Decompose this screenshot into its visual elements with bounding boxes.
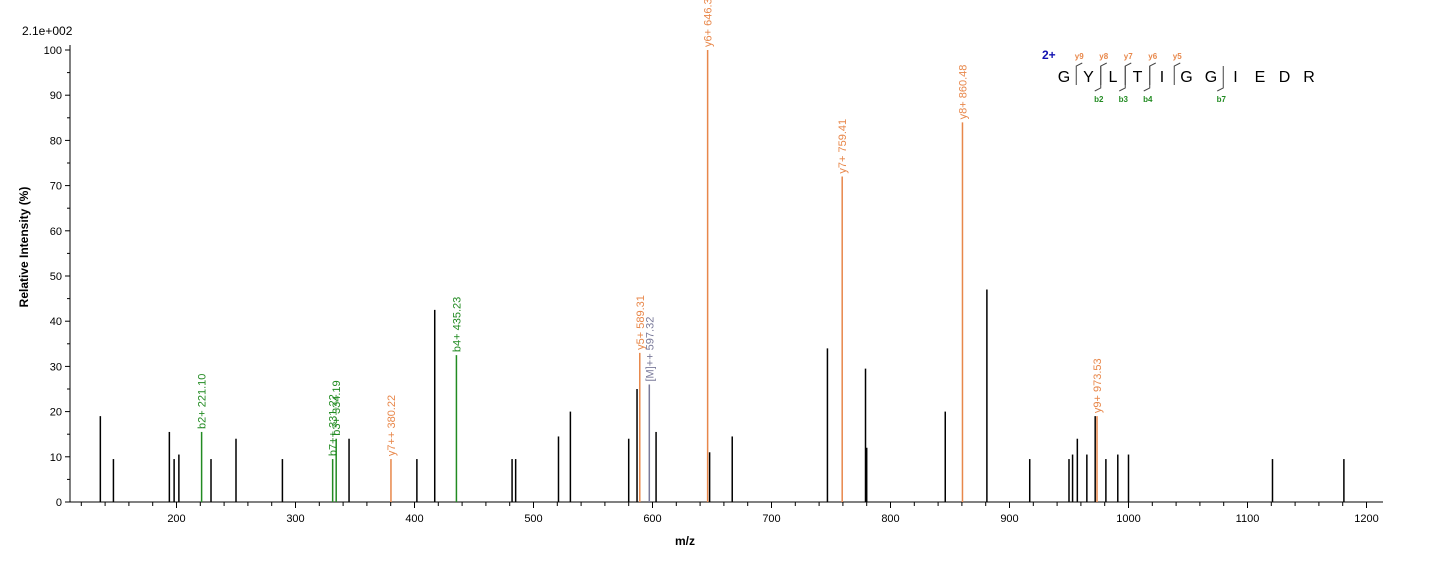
sequence-residue: E	[1255, 69, 1266, 86]
x-axis-title: m/z	[675, 534, 695, 548]
x-tick-label: 200	[167, 513, 185, 525]
b-ion-label: b2	[1094, 95, 1104, 104]
y-tick-label: 80	[50, 135, 62, 147]
peak-label-y: y6+ 646.33	[703, 0, 715, 47]
peak-label-y: y5+ 589.31	[635, 295, 647, 350]
axes	[69, 45, 1383, 503]
sequence-residue: D	[1279, 69, 1291, 86]
y-ion-bracket	[1173, 62, 1181, 85]
x-tick-label: 500	[524, 513, 542, 525]
y-ion-bracket	[1124, 62, 1132, 85]
y-ion-label: y6	[1148, 52, 1157, 61]
b-ion-label: b7	[1217, 95, 1227, 104]
y-tick-label: 90	[50, 90, 62, 102]
b-ion-bracket	[1119, 66, 1126, 92]
b-ion-bracket	[1217, 66, 1224, 92]
sequence-residue: G	[1205, 69, 1217, 86]
peak-label-b: b4+ 435.23	[451, 297, 463, 352]
peak-label-precursor: [M]++ 597.32	[644, 317, 656, 382]
x-tick-label: 1200	[1354, 513, 1378, 525]
y-tick-label: 10	[50, 452, 62, 464]
b-ion-label: b3	[1119, 95, 1129, 104]
b-ion-bracket	[1143, 66, 1151, 92]
sequence-residue: L	[1109, 69, 1118, 86]
y-axis-title: Relative Intensity (%)	[17, 187, 31, 308]
peak-label-y: y7+ 759.41	[837, 119, 849, 174]
peak-label-b: b7++ 331.22	[328, 394, 340, 456]
intensity-scale-label: 2.1e+002	[22, 24, 73, 38]
x-tick-label: 400	[405, 513, 423, 525]
y-ion-bracket	[1149, 62, 1156, 85]
sequence-residue: Y	[1083, 69, 1094, 86]
x-tick-label: 900	[1000, 513, 1018, 525]
y-ion-bracket	[1100, 62, 1107, 85]
y-tick-label: 40	[50, 316, 62, 328]
sequence-residue: G	[1058, 69, 1070, 86]
y-axis-ticks: 0 10 20 30 40 50 60 70 80 90 100	[44, 45, 70, 509]
sequence-residue: T	[1133, 69, 1143, 86]
x-tick-label: 1100	[1236, 513, 1260, 525]
sequence-residue: G	[1180, 69, 1192, 86]
peak-label-y: y9+ 973.53	[1092, 358, 1104, 413]
peak-label-b: b2+ 221.10	[197, 374, 209, 429]
y-tick-label: 70	[50, 181, 62, 193]
peak-label-y: y7++ 380.22	[386, 395, 398, 456]
y-tick-label: 0	[56, 497, 62, 509]
x-tick-label: 600	[643, 513, 661, 525]
y-ion-label: y9	[1075, 52, 1084, 61]
x-tick-label: 300	[286, 513, 304, 525]
x-tick-label: 1000	[1116, 513, 1140, 525]
y-tick-label: 50	[50, 271, 62, 283]
y-tick-label: 20	[50, 407, 62, 419]
x-axis-ticks: 200 300 400 500 600 700 800 900 1000 1100 1200	[80, 502, 1379, 525]
y-tick-label: 100	[44, 45, 62, 57]
b-ion-bracket	[1094, 66, 1102, 92]
y-tick-label: 30	[50, 361, 62, 373]
peak-label-b: b3+ 334.19	[331, 380, 343, 435]
peak-series	[99, 50, 1345, 502]
y-ion-bracket	[1075, 62, 1083, 85]
sequence-residue: I	[1233, 69, 1237, 86]
y-ion-label: y7	[1124, 52, 1133, 61]
b-ion-label: b4	[1143, 95, 1153, 104]
peak-label-y: y8+ 860.48	[957, 65, 969, 120]
charge-state: 2+	[1042, 48, 1056, 62]
y-ion-label: y8	[1099, 52, 1108, 61]
x-tick-label: 800	[881, 513, 899, 525]
y-tick-label: 60	[50, 226, 62, 238]
sequence-residue: I	[1160, 69, 1164, 86]
x-tick-label: 700	[762, 513, 780, 525]
sequence-residue: R	[1303, 69, 1315, 86]
y-ion-label: y5	[1173, 52, 1182, 61]
